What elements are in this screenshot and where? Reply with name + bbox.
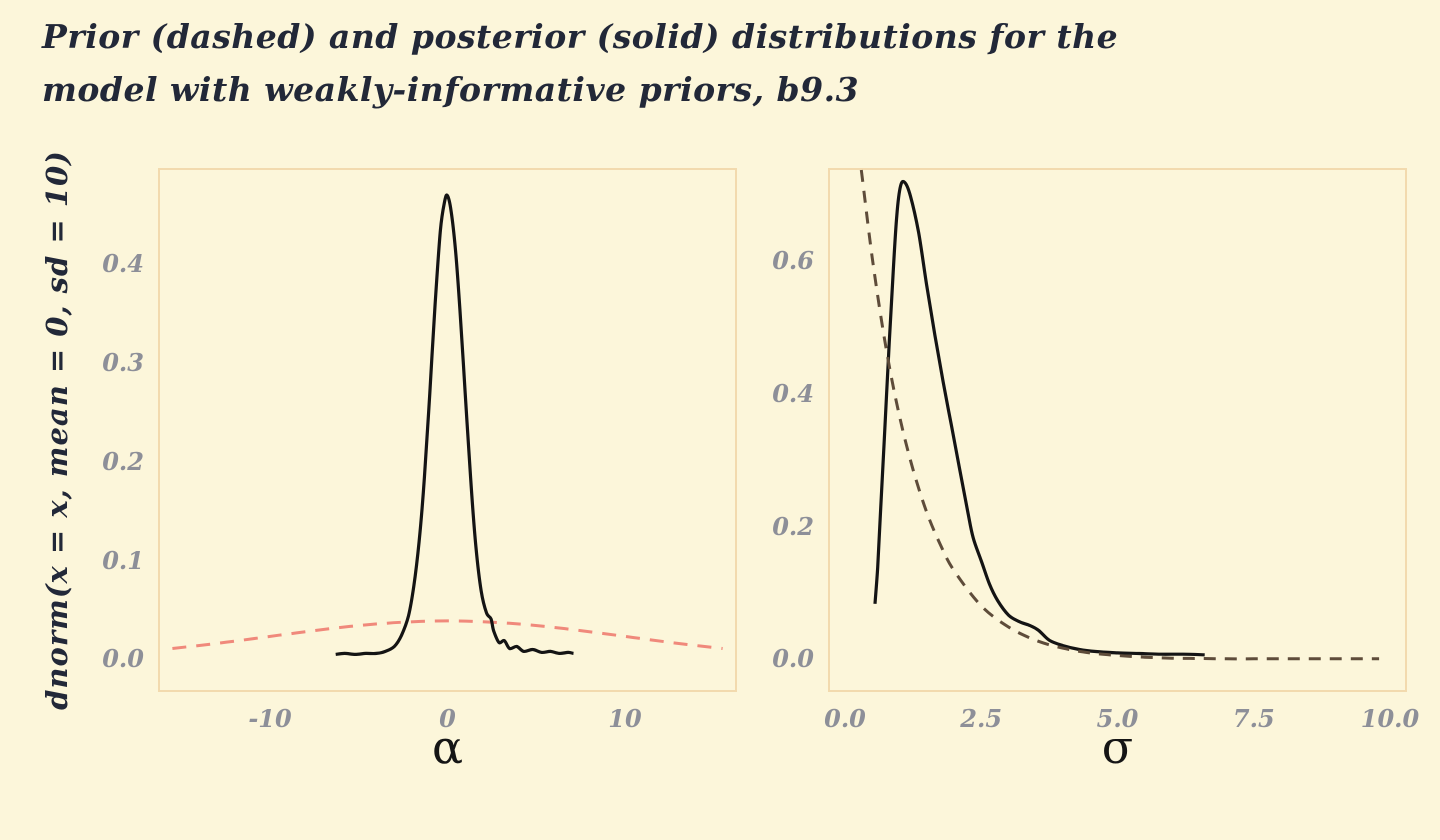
sigma-posterior-solid-line <box>873 179 1205 657</box>
sigma-x-tick-label: 10.0 <box>1360 704 1420 733</box>
sigma-y-tick-label: 0.2 <box>772 511 814 541</box>
chart-title-line2: model with weakly-informative priors, b9… <box>42 70 860 110</box>
sigma-x-tick-label: 5.0 <box>1096 704 1139 733</box>
sigma-x-tick-label: 2.5 <box>960 704 1003 733</box>
sigma-x-tick-label: 0.0 <box>824 704 866 733</box>
y-axis-label: dnorm(x = x, mean = 0, sd = 10) <box>40 150 74 710</box>
alpha-y-tick-label: 0.4 <box>102 248 144 278</box>
alpha-y-tick-label: 0.1 <box>102 545 144 575</box>
alpha-y-tick-label: 0.2 <box>102 446 144 476</box>
sigma-axis-title: σ <box>1101 720 1134 774</box>
chart-title-line1: Prior (dashed) and posterior (solid) dis… <box>42 17 1119 56</box>
alpha-axis-title: α <box>431 720 464 774</box>
sigma-y-tick-label: 0.0 <box>772 644 814 674</box>
alpha-plot-svg <box>172 193 723 656</box>
alpha-prior-dashed-line <box>172 619 723 650</box>
alpha-x-tick-label: 0 <box>439 704 456 733</box>
sigma-y-tick-label: 0.6 <box>772 246 814 276</box>
alpha-y-tick-label: 0.3 <box>102 347 144 377</box>
panel-alpha: -10 0 10 0.0 0.1 0.2 0.3 0.4 <box>102 168 737 733</box>
alpha-x-tick-label: 10 <box>608 704 642 733</box>
sigma-prior-dashed-line <box>859 169 1380 661</box>
alpha-posterior-solid-line <box>335 193 574 656</box>
chart-title: Prior (dashed) and posterior (solid) dis… <box>42 10 1118 117</box>
alpha-x-tick-label: -10 <box>248 704 292 733</box>
sigma-plot-svg <box>859 169 1380 661</box>
sigma-x-tick-label: 7.5 <box>1232 704 1275 733</box>
alpha-y-tick-label: 0.0 <box>102 644 144 674</box>
sigma-y-tick-label: 0.4 <box>772 378 814 408</box>
panel-sigma: 0.0 2.5 5.0 7.5 10.0 0.0 0.2 0.4 0.6 <box>772 168 1419 733</box>
